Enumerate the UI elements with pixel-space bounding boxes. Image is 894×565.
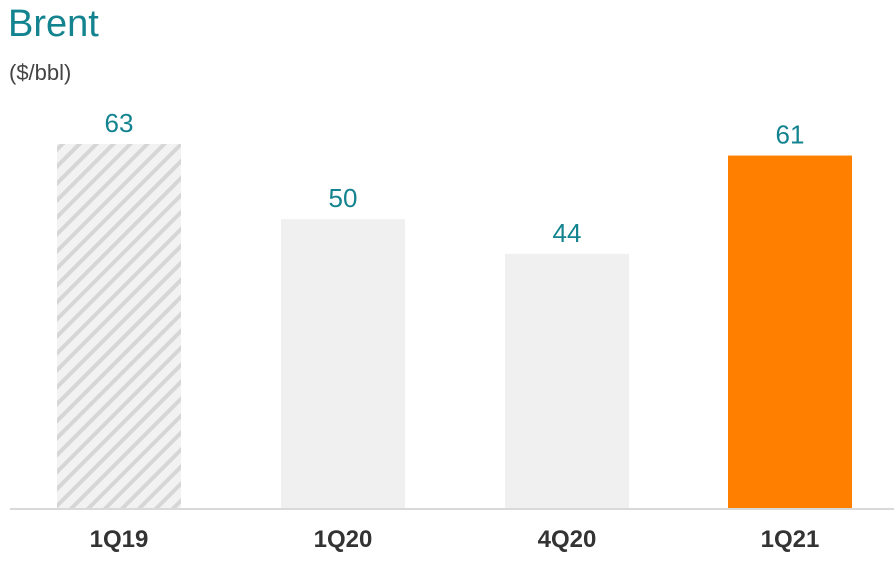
value-label-1q19: 63 [105, 108, 134, 138]
chart-title: Brent [8, 3, 99, 45]
bar-4q20 [505, 253, 629, 508]
category-label-1q19: 1Q19 [90, 526, 149, 553]
value-label-1q21: 61 [776, 120, 805, 150]
bars-group [57, 144, 852, 509]
category-label-1q21: 1Q21 [761, 526, 820, 553]
category-label-1q20: 1Q20 [314, 526, 373, 553]
bar-1q20 [281, 219, 405, 508]
value-label-1q20: 50 [329, 183, 358, 213]
value-label-4q20: 44 [553, 218, 582, 248]
labels-group: 63 1Q19 50 1Q20 44 4Q20 61 1Q21 [90, 108, 820, 553]
chart-subtitle: ($/bbl) [9, 60, 72, 85]
bar-1q19 [57, 144, 181, 508]
bar-1q21 [728, 155, 852, 509]
category-label-4q20: 4Q20 [538, 526, 597, 553]
